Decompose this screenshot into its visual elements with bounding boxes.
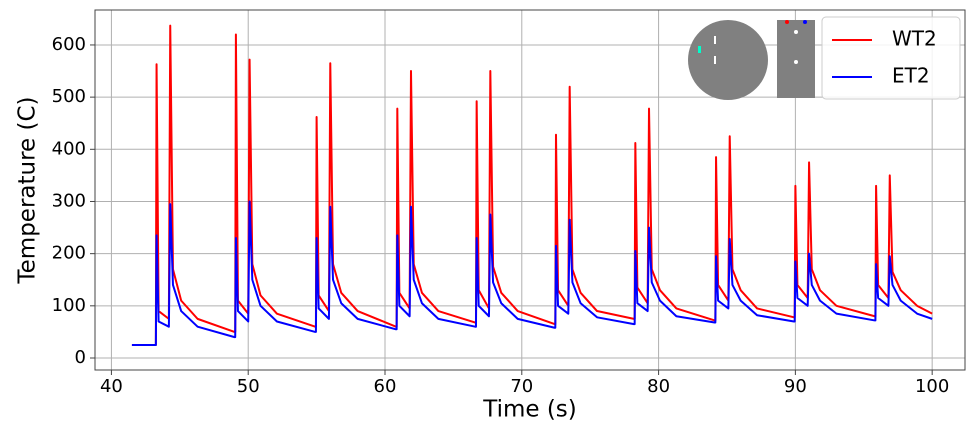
inset-marker (714, 36, 716, 44)
y-tick-label: 600 (52, 34, 86, 55)
inset-marker (794, 30, 798, 34)
x-tick-label: 60 (374, 376, 397, 397)
series-line (131, 200, 933, 346)
x-tick-label: 40 (100, 376, 123, 397)
inset-marker (714, 56, 716, 64)
x-tick-label: 50 (237, 376, 260, 397)
x-tick-label: 80 (647, 376, 670, 397)
y-tick-label: 400 (52, 138, 86, 159)
x-tick-label: 90 (784, 376, 807, 397)
y-tick-label: 200 (52, 243, 86, 264)
inset-circle (688, 20, 768, 100)
plot-area (95, 10, 965, 370)
y-tick-label: 500 (52, 86, 86, 107)
inset-marker (803, 20, 807, 24)
x-tick-label: 70 (510, 376, 533, 397)
inset-marker (794, 60, 798, 64)
legend-label: ET2 (892, 64, 930, 88)
x-tick-label: 100 (915, 376, 949, 397)
y-tick-label: 100 (52, 295, 86, 316)
lines (131, 24, 933, 346)
inset-images (688, 20, 815, 100)
legend-box (821, 16, 961, 100)
y-tick-label: 300 (52, 190, 86, 211)
legend-label: WT2 (892, 27, 937, 51)
x-axis-label: Time (s) (482, 397, 577, 423)
y-axis-label: Temperature (C) (15, 96, 41, 284)
y-tick-label: 0 (75, 347, 86, 368)
inset-marker (785, 20, 789, 24)
inset-marker (698, 46, 701, 53)
legend: WT2 ET2 (821, 16, 961, 100)
plot-frame (94, 9, 966, 371)
grid (95, 10, 965, 370)
